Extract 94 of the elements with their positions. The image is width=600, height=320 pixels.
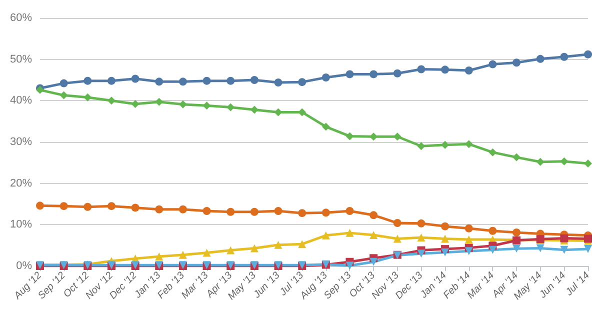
point [155,252,164,260]
point [60,202,68,210]
point [178,250,187,259]
point [417,65,426,74]
point [226,208,235,216]
point [512,244,521,253]
point [536,54,544,63]
point [346,132,354,140]
point [584,159,592,168]
point [370,231,378,239]
point [560,157,568,166]
point [131,204,140,212]
point [250,244,258,252]
point [560,52,568,61]
point [298,240,306,248]
point [202,248,211,257]
point [346,262,354,270]
point [298,78,306,86]
x-tick-label: Jul '14 [563,270,592,299]
point [560,246,568,254]
point [393,219,402,228]
point [346,70,354,78]
point [322,74,330,82]
point [488,246,497,254]
point [84,202,92,211]
point [202,76,211,85]
point [155,205,164,214]
point [322,231,330,240]
point [370,211,378,220]
point [226,246,235,254]
point [393,69,402,78]
point [417,219,426,228]
point [250,208,258,216]
point [274,240,282,249]
point [155,98,164,106]
point [298,209,306,218]
y-tick-label: 10% [10,218,32,231]
point [346,207,354,216]
point [155,78,164,86]
point [202,102,211,110]
point [488,60,497,68]
point [226,76,235,85]
point [178,100,187,108]
y-tick-label: 60% [10,12,32,24]
point [84,93,92,102]
point [464,236,473,244]
point [417,142,426,150]
point [488,148,497,156]
point [441,222,450,230]
y-tick-label: 0% [16,260,32,272]
point [512,58,521,67]
point [464,66,473,74]
point [60,91,68,100]
point [322,208,330,217]
point [131,100,140,108]
point [417,233,426,242]
point [464,247,473,256]
point [536,244,544,252]
point [584,245,592,254]
point [274,78,282,86]
y-tick-label: 30% [10,136,32,148]
point [250,76,258,84]
point [370,70,378,78]
point [107,96,116,105]
point [250,106,258,114]
y-tick-label: 40% [10,94,32,107]
point [107,202,116,210]
point [226,103,235,112]
point [536,158,544,166]
point [60,79,68,88]
point [464,224,473,232]
point [393,234,402,243]
point [107,76,116,85]
point [441,66,450,74]
point [322,122,330,131]
point [441,248,450,256]
point [178,78,187,86]
point [584,50,592,58]
point [417,250,426,258]
point [36,202,44,210]
point [441,234,450,243]
point [512,153,521,162]
y-tick-label: 20% [10,177,32,190]
point [512,228,521,237]
point [274,207,282,216]
point [131,74,140,83]
y-tick-label: 50% [10,53,32,66]
point [488,226,497,235]
point [202,207,211,216]
point [370,258,378,266]
point [346,228,354,237]
point [178,205,187,214]
point [84,76,92,85]
point [298,108,306,116]
